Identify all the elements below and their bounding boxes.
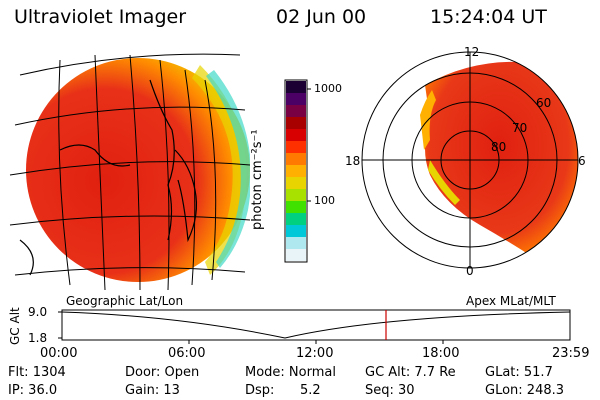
info-flight: Flt: 1304: [8, 365, 66, 380]
colorbar-tick-1000: 1000: [314, 82, 342, 95]
altitude-timeline: [58, 309, 571, 344]
timeline-xtick-1800: 18:00: [422, 346, 460, 361]
timeline-ytick-bottom: 1.8: [28, 331, 48, 345]
mlat-label-70: 70: [512, 121, 528, 135]
info-seq: Seq: 30: [365, 383, 415, 398]
colorbar-tick-100: 100: [314, 194, 335, 207]
timeline-xtick-0000: 00:00: [40, 346, 78, 361]
polar-plot: [361, 51, 579, 269]
timeline-xtick-2359: 23:59: [552, 346, 590, 361]
info-door: Door: Open: [125, 365, 200, 380]
mlt-label-12: 12: [464, 45, 480, 59]
timeline-ylabel: GC Alt: [8, 307, 22, 345]
info-glat: GLat: 51.7: [485, 365, 553, 380]
info-glon: GLon: 248.3: [485, 383, 565, 398]
date-label: 02 Jun 00: [276, 6, 367, 28]
mlt-label-6: 6: [578, 154, 586, 168]
info-mode: Mode: Normal: [245, 365, 336, 380]
info-dsp-value: 5.2: [300, 383, 321, 398]
mlat-label-80: 80: [491, 140, 507, 154]
mlat-label-60: 60: [536, 96, 552, 110]
colorbar: [284, 79, 311, 263]
coastlines: [19, 79, 198, 276]
timeline-xtick-1200: 12:00: [296, 346, 334, 361]
geographic-caption: Geographic Lat/Lon: [66, 294, 184, 308]
colorbar-unit-label: photon cm⁻²s⁻¹: [250, 129, 265, 230]
timeline-xtick-0600: 06:00: [168, 346, 206, 361]
mlt-label-0: 0: [466, 264, 474, 278]
info-gain: Gain: 13: [125, 383, 180, 398]
info-ip: IP: 36.0: [8, 383, 58, 398]
mlt-label-18: 18: [345, 154, 361, 168]
time-label: 15:24:04 UT: [430, 6, 547, 28]
geographic-image: [9, 53, 250, 290]
info-dsp-label: Dsp:: [245, 383, 275, 398]
app-title: Ultraviolet Imager: [14, 6, 187, 28]
info-gc-alt: GC Alt: 7.7 Re: [365, 365, 456, 380]
auroral-oval: [425, 61, 578, 268]
apex-caption: Apex MLat/MLT: [466, 294, 556, 308]
timeline-ytick-top: 9.0: [28, 305, 48, 319]
latlon-grid: [9, 53, 250, 290]
